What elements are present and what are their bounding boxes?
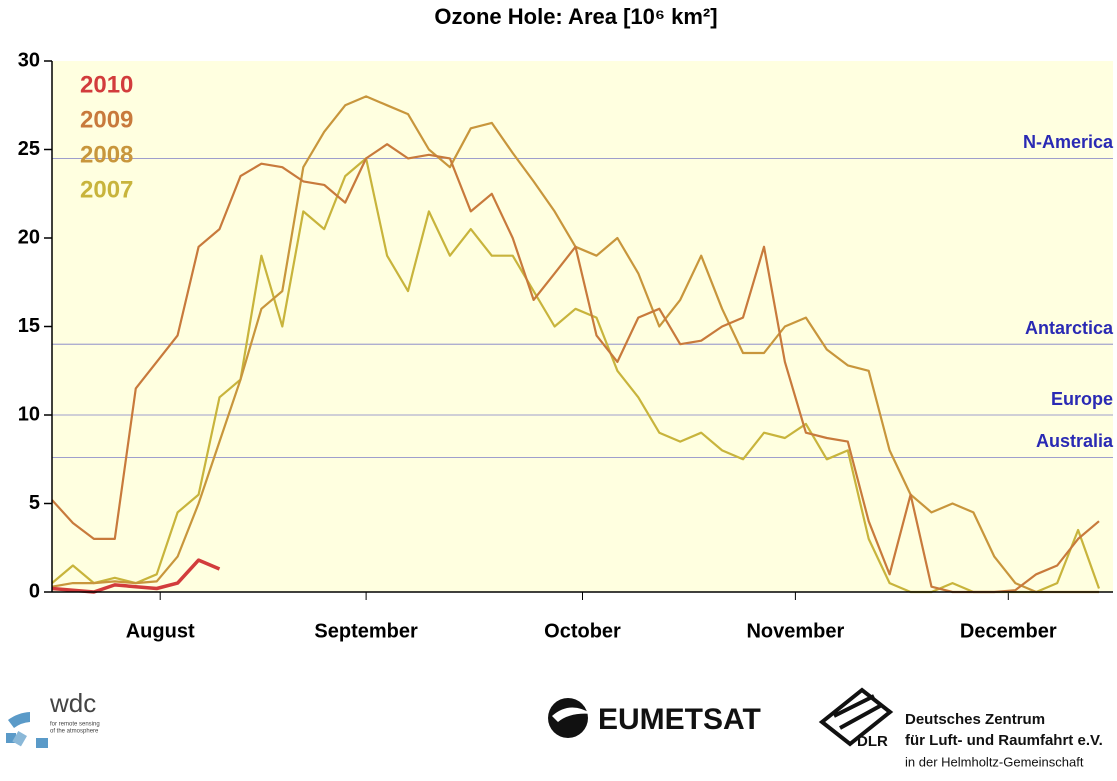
- x-tick-label: August: [126, 620, 195, 642]
- series-line: [51, 558, 221, 594]
- legend-entry: 2008: [80, 141, 133, 168]
- dlr-line: in der Helmholtz-Gemeinschaft: [905, 754, 1084, 769]
- dlr-logo: [818, 687, 894, 747]
- footer: wdc for remote sensing of the atmosphere…: [6, 687, 1103, 769]
- eumetsat-text: EUMETSAT: [598, 703, 761, 736]
- y-tick-label: 20: [18, 226, 40, 248]
- series-line: [51, 143, 1100, 594]
- dlr-line: Deutsches Zentrum: [905, 711, 1045, 728]
- y-tick-label: 25: [18, 138, 40, 160]
- x-tick-label: December: [960, 620, 1057, 642]
- legend-entry: 2009: [80, 106, 133, 133]
- dlr-line: für Luft- und Raumfahrt e.V.: [905, 732, 1103, 749]
- plot-area: [52, 61, 1113, 592]
- y-tick-label: 10: [18, 403, 40, 425]
- wdc-sub: for remote sensing: [50, 722, 100, 728]
- x-tick-label: October: [544, 620, 621, 642]
- eumetsat-logo: [552, 707, 592, 722]
- y-tick-label: 30: [18, 49, 40, 71]
- wdc-logo: [6, 733, 16, 743]
- reference-label: Australia: [1036, 431, 1114, 451]
- y-tick-label: 15: [18, 315, 40, 337]
- wdc-sub: of the atmosphere: [50, 729, 99, 735]
- y-tick-label: 5: [29, 492, 40, 514]
- reference-label: Antarctica: [1025, 318, 1114, 338]
- wdc-logo: [36, 738, 48, 748]
- dlr-text: DLR: [857, 733, 888, 750]
- reference-label: N-America: [1023, 132, 1114, 152]
- legend-entry: 2007: [80, 176, 133, 203]
- y-tick-label: 0: [29, 580, 40, 602]
- legend-entry: 2010: [80, 71, 133, 98]
- x-tick-label: November: [746, 620, 844, 642]
- x-tick-label: September: [314, 620, 418, 642]
- wdc-logo: [8, 712, 30, 728]
- wdc-logo: [12, 730, 27, 747]
- eumetsat-logo: [548, 698, 588, 738]
- wdc-text: wdc: [49, 688, 96, 718]
- chart-title: Ozone Hole: Area [10⁶ km²]: [434, 4, 717, 29]
- reference-label: Europe: [1051, 389, 1113, 409]
